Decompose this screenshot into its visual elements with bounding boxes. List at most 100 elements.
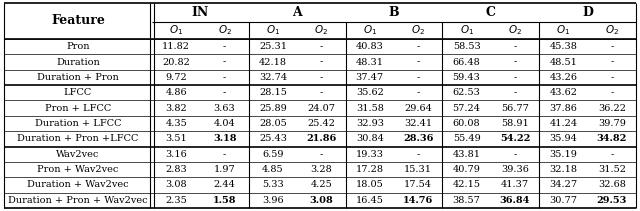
Text: A: A <box>292 6 302 19</box>
Text: B: B <box>388 6 399 19</box>
Text: 16.45: 16.45 <box>356 196 384 205</box>
Text: -: - <box>610 42 613 51</box>
Text: 54.22: 54.22 <box>500 134 530 143</box>
Text: 43.26: 43.26 <box>549 73 577 82</box>
Text: 48.31: 48.31 <box>356 58 384 66</box>
Text: 56.77: 56.77 <box>501 104 529 113</box>
Text: 5.33: 5.33 <box>262 180 284 189</box>
Text: 30.84: 30.84 <box>356 134 384 143</box>
Text: 55.49: 55.49 <box>452 134 481 143</box>
Text: 3.96: 3.96 <box>262 196 284 205</box>
Text: 4.85: 4.85 <box>262 165 284 174</box>
Text: 32.18: 32.18 <box>549 165 577 174</box>
Text: -: - <box>320 42 323 51</box>
Text: Duration + Pron + Wav2vec: Duration + Pron + Wav2vec <box>8 196 148 205</box>
Text: Wav2vec: Wav2vec <box>56 150 100 159</box>
Text: -: - <box>320 58 323 66</box>
Text: 4.86: 4.86 <box>165 88 187 97</box>
Text: 37.86: 37.86 <box>550 104 577 113</box>
Text: 25.89: 25.89 <box>259 104 287 113</box>
Text: 36.84: 36.84 <box>500 196 530 205</box>
Text: 66.48: 66.48 <box>452 58 481 66</box>
Text: 34.82: 34.82 <box>596 134 627 143</box>
Text: -: - <box>223 150 226 159</box>
Text: 40.79: 40.79 <box>452 165 481 174</box>
Text: 3.51: 3.51 <box>165 134 187 143</box>
Text: -: - <box>610 88 613 97</box>
Text: 43.81: 43.81 <box>452 150 481 159</box>
Text: 39.79: 39.79 <box>598 119 626 128</box>
Text: -: - <box>417 58 420 66</box>
Text: Pron + LFCC: Pron + LFCC <box>45 104 111 113</box>
Text: 15.31: 15.31 <box>404 165 432 174</box>
Text: -: - <box>320 150 323 159</box>
Text: $O_2$: $O_2$ <box>218 24 232 37</box>
Text: 40.83: 40.83 <box>356 42 384 51</box>
Text: 42.18: 42.18 <box>259 58 287 66</box>
Text: -: - <box>417 42 420 51</box>
Text: 32.93: 32.93 <box>356 119 384 128</box>
Text: 2.83: 2.83 <box>165 165 187 174</box>
Text: -: - <box>513 73 516 82</box>
Text: 2.44: 2.44 <box>214 180 236 189</box>
Text: 32.74: 32.74 <box>259 73 287 82</box>
Text: Feature: Feature <box>51 15 105 27</box>
Text: 43.62: 43.62 <box>549 88 577 97</box>
Text: -: - <box>513 150 516 159</box>
Text: 6.59: 6.59 <box>262 150 284 159</box>
Text: 35.19: 35.19 <box>550 150 577 159</box>
Text: Duration + LFCC: Duration + LFCC <box>35 119 121 128</box>
Text: -: - <box>513 88 516 97</box>
Text: 38.57: 38.57 <box>452 196 481 205</box>
Text: -: - <box>417 73 420 82</box>
Text: Duration + Pron: Duration + Pron <box>37 73 119 82</box>
Text: $O_1$: $O_1$ <box>363 24 377 37</box>
Text: 31.52: 31.52 <box>598 165 626 174</box>
Text: $O_1$: $O_1$ <box>169 24 183 37</box>
Text: 35.94: 35.94 <box>550 134 577 143</box>
Text: 20.82: 20.82 <box>163 58 190 66</box>
Text: 4.25: 4.25 <box>310 180 332 189</box>
Text: -: - <box>223 42 226 51</box>
Text: 41.37: 41.37 <box>501 180 529 189</box>
Text: Pron + Wav2vec: Pron + Wav2vec <box>37 165 118 174</box>
Text: 1.58: 1.58 <box>213 196 236 205</box>
Text: 32.41: 32.41 <box>404 119 432 128</box>
Text: 3.16: 3.16 <box>165 150 187 159</box>
Text: 11.82: 11.82 <box>162 42 190 51</box>
Text: IN: IN <box>192 6 209 19</box>
Text: -: - <box>223 58 226 66</box>
Text: 3.18: 3.18 <box>213 134 236 143</box>
Text: 35.62: 35.62 <box>356 88 384 97</box>
Text: 41.24: 41.24 <box>549 119 577 128</box>
Text: 17.28: 17.28 <box>356 165 384 174</box>
Text: 4.04: 4.04 <box>214 119 236 128</box>
Text: -: - <box>223 73 226 82</box>
Text: 57.24: 57.24 <box>452 104 481 113</box>
Text: 36.22: 36.22 <box>598 104 626 113</box>
Text: 24.07: 24.07 <box>307 104 335 113</box>
Text: Duration: Duration <box>56 58 100 66</box>
Text: 25.31: 25.31 <box>259 42 287 51</box>
Text: $O_1$: $O_1$ <box>266 24 280 37</box>
Text: 29.64: 29.64 <box>404 104 432 113</box>
Text: 3.63: 3.63 <box>214 104 236 113</box>
Text: 58.91: 58.91 <box>501 119 529 128</box>
Text: -: - <box>513 42 516 51</box>
Text: 17.54: 17.54 <box>404 180 432 189</box>
Text: 39.36: 39.36 <box>501 165 529 174</box>
Text: 29.53: 29.53 <box>596 196 627 205</box>
Text: 60.08: 60.08 <box>452 119 481 128</box>
Text: LFCC: LFCC <box>64 88 92 97</box>
Text: 59.43: 59.43 <box>452 73 481 82</box>
Text: Duration + Wav2vec: Duration + Wav2vec <box>27 180 129 189</box>
Text: 3.08: 3.08 <box>165 180 187 189</box>
Text: 19.33: 19.33 <box>356 150 384 159</box>
Text: 37.47: 37.47 <box>356 73 384 82</box>
Text: -: - <box>610 150 613 159</box>
Text: -: - <box>223 88 226 97</box>
Text: 25.42: 25.42 <box>307 119 335 128</box>
Text: 45.38: 45.38 <box>550 42 577 51</box>
Text: 28.15: 28.15 <box>259 88 287 97</box>
Text: 58.53: 58.53 <box>452 42 481 51</box>
